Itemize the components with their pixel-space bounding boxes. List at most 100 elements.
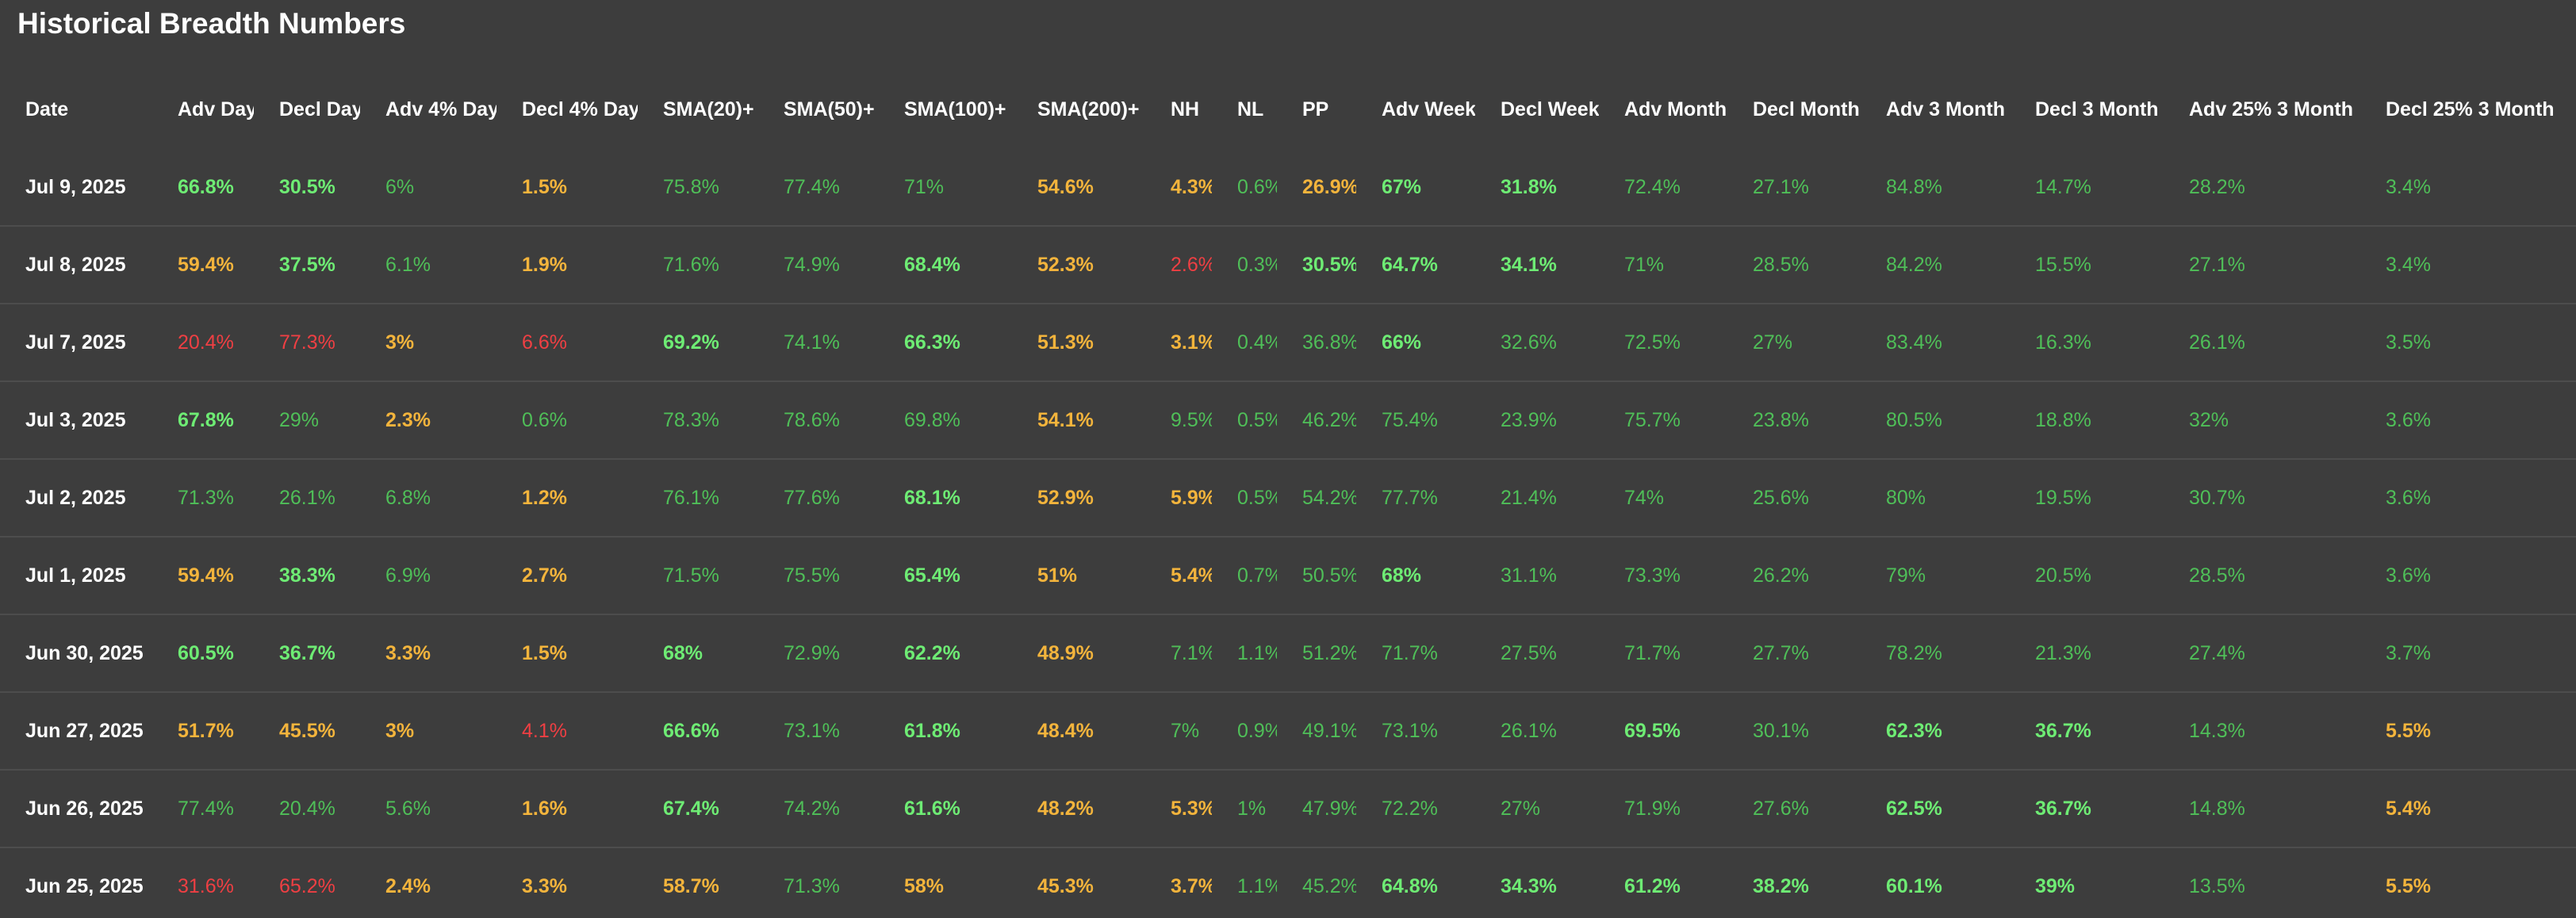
- cell-sma-100-plus: 68.4%: [879, 226, 1012, 304]
- cell-decl-3-month: 15.5%: [2010, 226, 2164, 304]
- cell-decl-day: 38.3%: [254, 537, 360, 615]
- cell-pp: 47.9%: [1277, 770, 1356, 848]
- cell-decl-3-month: 36.7%: [2010, 770, 2164, 848]
- cell-nh: 3.7%: [1171, 874, 1212, 897]
- cell-sma-50-plus: 74.1%: [758, 304, 879, 382]
- column-header-adv-3-month[interactable]: Adv 3 Month: [1886, 98, 2005, 120]
- cell-adv-week: 64.8%: [1382, 874, 1438, 897]
- table-row: Jun 30, 2025 60.5% 36.7% 3.3% 1.5% 68% 72.9% 62…: [0, 614, 2576, 693]
- cell-decl-3-month: 21.3%: [2010, 614, 2164, 693]
- table-row: Jul 8, 2025 59.4% 37.5% 6.1% 1.9% 71.6% 74.9% 6…: [0, 226, 2576, 304]
- column-header-adv-month[interactable]: Adv Month: [1624, 98, 1727, 120]
- cell-adv-4pct-day: 6.8%: [360, 459, 496, 537]
- cell-decl-day: 37.5%: [254, 226, 360, 304]
- cell-sma-200-plus: 51%: [1012, 537, 1145, 615]
- cell-adv-3-month: 80%: [1861, 459, 2010, 537]
- cell-decl-25pct-3-month: 5.5%: [2386, 874, 2431, 897]
- cell-sma-20-plus: 69.2%: [638, 304, 758, 382]
- column-header-decl-day[interactable]: Decl Day: [279, 98, 360, 120]
- table-row: Jun 25, 2025 31.6% 65.2% 2.4% 3.3% 58.7% 71.3%…: [0, 847, 2576, 918]
- cell-sma-50-plus: 71.3%: [784, 874, 840, 897]
- cell-decl-week: 31.8%: [1475, 149, 1599, 227]
- column-header-adv-week[interactable]: Adv Week: [1382, 98, 1475, 120]
- cell-adv-day: 77.4%: [152, 770, 254, 848]
- cell-pp: 30.5%: [1277, 226, 1356, 304]
- column-header-sma-20-plus[interactable]: SMA(20)+: [663, 98, 754, 120]
- date-cell: Jun 27, 2025: [0, 692, 152, 771]
- cell-adv-25pct-3-month: 30.7%: [2164, 459, 2360, 537]
- cell-adv-4pct-day: 3%: [360, 692, 496, 771]
- cell-sma-200-plus: 45.3%: [1037, 874, 1094, 897]
- cell-adv-3-month: 84.8%: [1861, 149, 2010, 227]
- table-row: Jun 26, 2025 77.4% 20.4% 5.6% 1.6% 67.4% 74.2%…: [0, 770, 2576, 848]
- cell-decl-week: 31.1%: [1475, 537, 1599, 615]
- cell-decl-25pct-3-month: 3.6%: [2360, 459, 2576, 537]
- cell-adv-day: 59.4%: [152, 226, 254, 304]
- cell-adv-day: 31.6%: [178, 874, 234, 897]
- column-header-date[interactable]: Date: [25, 98, 69, 120]
- column-header-decl-25pct-3-month[interactable]: Decl 25% 3 Month: [2386, 98, 2555, 120]
- cell-sma-200-plus: 54.1%: [1012, 381, 1145, 460]
- cell-nl: 0.4%: [1212, 304, 1277, 382]
- cell-adv-day: 59.4%: [152, 537, 254, 615]
- cell-nh: 4.3%: [1145, 149, 1212, 227]
- cell-nh: 9.5%: [1145, 381, 1212, 460]
- cell-decl-25pct-3-month: 5.5%: [2360, 692, 2576, 771]
- cell-nl: 1%: [1212, 770, 1277, 848]
- column-header-adv-25pct-3-month[interactable]: Adv 25% 3 Month: [2189, 98, 2353, 120]
- column-header-adv-4pct-day[interactable]: Adv 4% Day: [385, 98, 496, 120]
- cell-decl-month: 28.5%: [1727, 226, 1861, 304]
- column-header-decl-3-month[interactable]: Decl 3 Month: [2035, 98, 2159, 120]
- table-body: Jul 9, 2025 66.8% 30.5% 6% 1.5% 75.8% 77.4% 71%…: [0, 149, 2576, 918]
- cell-decl-month: 38.2%: [1753, 874, 1809, 897]
- cell-nl: 0.5%: [1212, 459, 1277, 537]
- cell-decl-3-month: 19.5%: [2010, 459, 2164, 537]
- cell-adv-25pct-3-month: 14.8%: [2164, 770, 2360, 848]
- cell-decl-day: 65.2%: [279, 874, 335, 897]
- cell-adv-4pct-day: 3%: [360, 304, 496, 382]
- cell-nh: 5.9%: [1145, 459, 1212, 537]
- cell-sma-20-plus: 75.8%: [638, 149, 758, 227]
- cell-decl-4pct-day: 3.3%: [522, 874, 567, 897]
- column-header-pp[interactable]: PP: [1302, 98, 1329, 120]
- column-header-decl-4pct-day[interactable]: Decl 4% Day: [522, 98, 638, 120]
- cell-decl-week: 26.1%: [1475, 692, 1599, 771]
- column-header-nh[interactable]: NH: [1171, 98, 1200, 120]
- cell-decl-week: 34.3%: [1501, 874, 1557, 897]
- cell-decl-day: 36.7%: [254, 614, 360, 693]
- cell-nh: 7.1%: [1145, 614, 1212, 693]
- cell-pp: 26.9%: [1277, 149, 1356, 227]
- cell-adv-day: 51.7%: [152, 692, 254, 771]
- cell-adv-month: 61.2%: [1624, 874, 1681, 897]
- date-cell: Jun 30, 2025: [0, 614, 152, 693]
- cell-adv-week: 66%: [1356, 304, 1475, 382]
- table-row: Jul 2, 2025 71.3% 26.1% 6.8% 1.2% 76.1% 77.6% 6…: [0, 459, 2576, 537]
- column-header-sma-100-plus[interactable]: SMA(100)+: [904, 98, 1006, 120]
- cell-decl-3-month: 16.3%: [2010, 304, 2164, 382]
- column-header-decl-week[interactable]: Decl Week: [1501, 98, 1599, 120]
- column-header-adv-day[interactable]: Adv Day: [178, 98, 254, 120]
- column-header-decl-month[interactable]: Decl Month: [1753, 98, 1860, 120]
- cell-adv-week: 68%: [1356, 537, 1475, 615]
- cell-decl-3-month: 39%: [2035, 874, 2076, 897]
- cell-decl-4pct-day: 1.6%: [496, 770, 638, 848]
- cell-sma-100-plus: 71%: [879, 149, 1012, 227]
- page-title: Historical Breadth Numbers: [17, 7, 406, 40]
- cell-adv-week: 72.2%: [1356, 770, 1475, 848]
- column-header-sma-50-plus[interactable]: SMA(50)+: [784, 98, 875, 120]
- cell-nh: 7%: [1145, 692, 1212, 771]
- cell-adv-week: 67%: [1356, 149, 1475, 227]
- cell-adv-month: 69.5%: [1599, 692, 1727, 771]
- cell-decl-4pct-day: 1.2%: [496, 459, 638, 537]
- cell-adv-month: 73.3%: [1599, 537, 1727, 615]
- cell-decl-week: 27.5%: [1475, 614, 1599, 693]
- cell-nl: 0.9%: [1212, 692, 1277, 771]
- cell-adv-week: 75.4%: [1356, 381, 1475, 460]
- cell-adv-3-month: 84.2%: [1861, 226, 2010, 304]
- cell-sma-20-plus: 68%: [638, 614, 758, 693]
- cell-sma-100-plus: 62.2%: [879, 614, 1012, 693]
- column-header-nl[interactable]: NL: [1237, 98, 1264, 120]
- cell-adv-25pct-3-month: 14.3%: [2164, 692, 2360, 771]
- column-header-sma-200-plus[interactable]: SMA(200)+: [1037, 98, 1140, 120]
